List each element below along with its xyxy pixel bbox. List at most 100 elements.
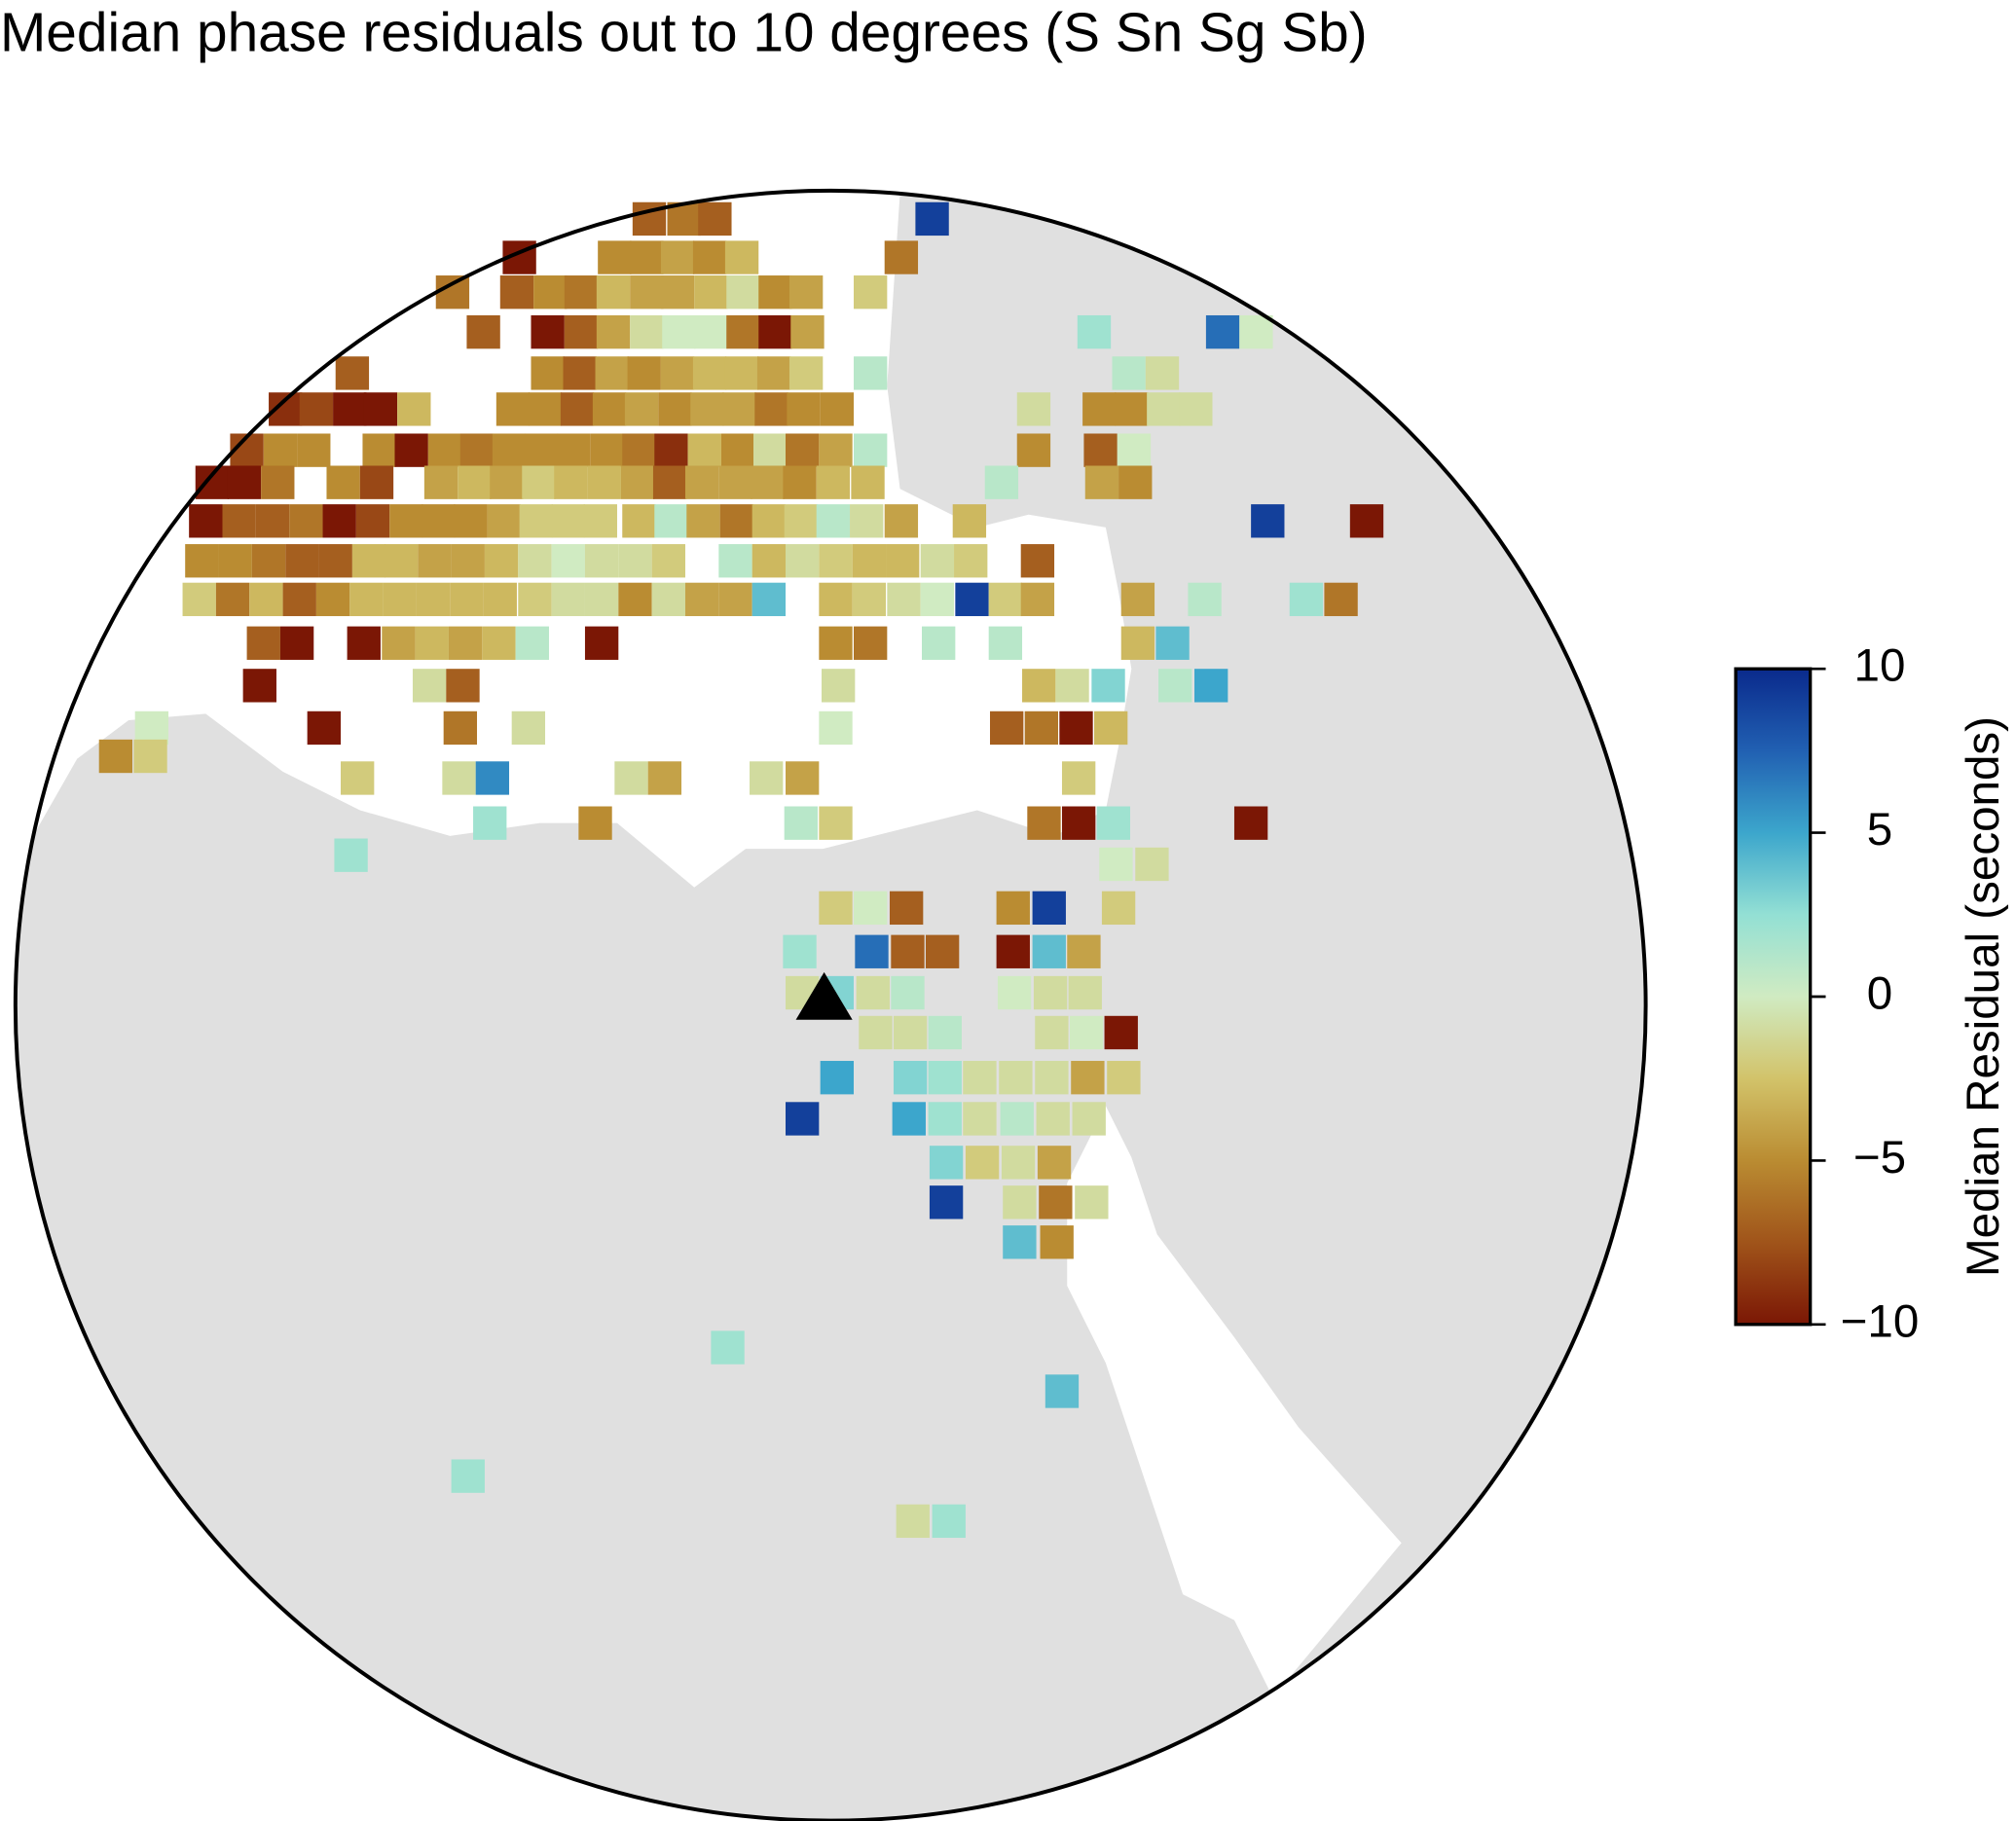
residual-cell — [1024, 710, 1059, 746]
residual-cell — [1016, 392, 1051, 426]
residual-cell — [551, 582, 585, 617]
residual-cell — [1032, 891, 1066, 926]
residual-cell — [1145, 356, 1180, 390]
residual-cell — [583, 504, 617, 538]
residual-cell — [786, 761, 820, 795]
residual-cell — [819, 582, 853, 617]
residual-cell — [1033, 975, 1068, 1010]
residual-cell — [427, 433, 462, 467]
residual-cell — [654, 504, 688, 538]
residual-cell — [618, 582, 652, 617]
residual-cell — [856, 975, 890, 1010]
residual-cell — [1194, 669, 1228, 703]
residual-cell — [816, 465, 851, 499]
residual-cell — [551, 544, 585, 578]
residual-cell — [389, 504, 423, 538]
residual-cell — [997, 975, 1032, 1010]
residual-cell — [299, 392, 334, 426]
residual-cell — [954, 544, 988, 578]
residual-cell — [928, 1061, 962, 1095]
colorbar-tick-label: 5 — [1867, 804, 1892, 856]
residual-cell — [658, 392, 692, 426]
residual-cell — [195, 465, 230, 499]
residual-cell — [595, 356, 629, 390]
residual-cell — [1082, 392, 1117, 426]
residual-cell — [784, 806, 819, 840]
residual-cell — [884, 240, 919, 274]
residual-cell — [893, 1015, 928, 1050]
residual-cell — [622, 433, 656, 467]
residual-cell — [692, 356, 727, 390]
residual-cell — [182, 582, 216, 617]
residual-cell — [1061, 761, 1096, 795]
residual-cell — [684, 465, 719, 499]
residual-cell — [1135, 847, 1169, 882]
residual-cell — [891, 975, 925, 1010]
residual-cell — [483, 582, 517, 617]
residual-cell — [297, 433, 331, 467]
residual-cell — [886, 544, 920, 578]
residual-cell — [1068, 975, 1102, 1010]
residual-cell — [690, 392, 724, 426]
residual-cell — [920, 544, 955, 578]
residual-cell — [1037, 1146, 1072, 1180]
residual-cell — [246, 626, 280, 660]
residual-cell — [788, 275, 824, 310]
residual-cell — [466, 314, 500, 349]
residual-cell — [893, 1061, 928, 1095]
residual-cell — [590, 433, 624, 467]
residual-cell — [1104, 1015, 1138, 1050]
residual-cell — [855, 934, 889, 968]
residual-cell — [227, 465, 262, 499]
residual-cell — [819, 544, 853, 578]
residual-cell — [988, 626, 1023, 660]
residual-cell — [932, 1504, 966, 1539]
residual-cell — [560, 392, 595, 426]
residual-cell — [1251, 504, 1285, 538]
residual-cell — [564, 275, 599, 310]
colorbar-tick-label: −5 — [1853, 1132, 1906, 1184]
residual-cell — [531, 314, 565, 349]
residual-cell — [1001, 1146, 1036, 1180]
residual-cell — [1120, 582, 1155, 617]
residual-cell — [784, 504, 819, 538]
residual-cell — [394, 433, 428, 467]
residual-cell — [620, 465, 655, 499]
residual-cell — [850, 504, 884, 538]
residual-cell — [1117, 433, 1152, 467]
residual-cell — [1084, 465, 1119, 499]
residual-cell — [383, 582, 417, 617]
residual-cell — [533, 275, 568, 310]
residual-cell — [279, 626, 314, 660]
residual-cell — [963, 1061, 997, 1095]
residual-cell — [518, 544, 552, 578]
residual-cell — [1239, 314, 1273, 349]
residual-cell — [786, 1102, 820, 1136]
residual-cell — [1075, 1185, 1109, 1220]
residual-cell — [475, 761, 510, 795]
residual-cell — [651, 582, 685, 617]
residual-cell — [133, 739, 167, 774]
residual-cell — [889, 891, 924, 926]
residual-cell — [1147, 392, 1181, 426]
residual-cell — [963, 1102, 997, 1136]
colorbar-tick-label: 0 — [1867, 968, 1892, 1020]
residual-cell — [349, 582, 384, 617]
residual-cell — [928, 1102, 962, 1136]
residual-cell — [854, 891, 888, 926]
residual-cell — [1107, 1061, 1141, 1095]
residual-cell — [484, 544, 519, 578]
residual-cell — [692, 240, 727, 274]
residual-cell — [524, 433, 559, 467]
residual-cell — [984, 465, 1019, 499]
residual-cell — [925, 934, 960, 968]
residual-cell — [1040, 1225, 1074, 1259]
residual-cell — [1022, 669, 1056, 703]
residual-cell — [1003, 1185, 1037, 1220]
residual-cell — [820, 1061, 855, 1095]
residual-cell — [382, 626, 416, 660]
residual-cell — [1324, 582, 1358, 617]
residual-cell — [587, 465, 621, 499]
residual-cell — [754, 392, 788, 426]
